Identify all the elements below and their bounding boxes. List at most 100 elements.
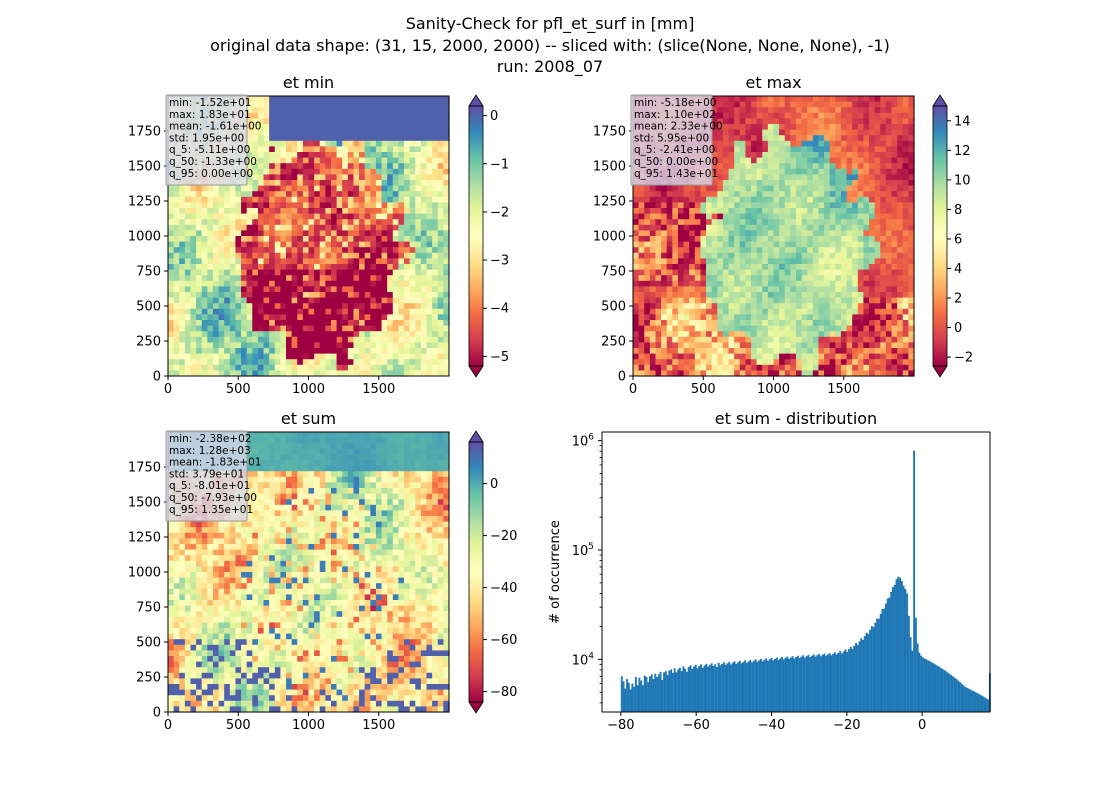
histogram-bar bbox=[712, 665, 715, 712]
histogram-bar bbox=[678, 667, 681, 712]
histogram-bar bbox=[918, 652, 921, 712]
y-tick-label: 750 bbox=[136, 601, 161, 616]
histogram-bar bbox=[902, 585, 905, 712]
figure-title-line-1: Sanity-Check for pfl_et_surf in [mm] bbox=[405, 14, 695, 33]
histogram-bar bbox=[828, 653, 831, 712]
stats-line: min: -2.38e+02 bbox=[169, 433, 251, 445]
y-tick-label: 500 bbox=[136, 636, 161, 651]
histogram-bar bbox=[694, 664, 697, 712]
histogram-bar bbox=[786, 656, 789, 712]
colorbar-tick-label: −3 bbox=[490, 254, 509, 269]
histogram-bar bbox=[751, 662, 754, 712]
histogram-bar bbox=[701, 667, 704, 712]
figure-title-line-2: original data shape: (31, 15, 2000, 2000… bbox=[210, 36, 890, 55]
subplot-title-1: et max bbox=[745, 73, 801, 92]
histogram-bar bbox=[951, 676, 954, 712]
histogram-bar bbox=[826, 654, 829, 712]
histogram-bar bbox=[749, 659, 752, 712]
histogram-bar bbox=[663, 672, 666, 712]
histogram-bar bbox=[814, 656, 817, 712]
histogram-bar bbox=[714, 664, 717, 712]
histogram-bar bbox=[649, 676, 651, 712]
histogram-bar bbox=[777, 659, 780, 712]
histogram-bar bbox=[798, 657, 801, 712]
x-tick-label: 0 bbox=[918, 718, 926, 733]
histogram-bar bbox=[973, 691, 975, 712]
histogram-bar bbox=[930, 662, 933, 712]
histogram-bar bbox=[914, 617, 917, 712]
histogram-bar bbox=[860, 638, 863, 712]
histogram-bar bbox=[647, 682, 650, 712]
stats-line: q_95: 1.43e+01 bbox=[634, 168, 718, 180]
histogram-bar bbox=[851, 648, 854, 712]
histogram-bar bbox=[840, 653, 843, 712]
histogram-bar bbox=[893, 584, 896, 712]
stats-line: min: -5.18e+00 bbox=[634, 97, 716, 109]
histogram-bar bbox=[707, 666, 710, 712]
histogram-bar bbox=[842, 651, 845, 712]
stats-box-bg bbox=[165, 430, 248, 522]
stats-line: mean: -1.61e+00 bbox=[169, 121, 261, 133]
histogram-bar bbox=[657, 674, 660, 712]
histogram-bar bbox=[980, 695, 982, 712]
stats-line: q_5: -8.01e+01 bbox=[169, 480, 250, 492]
colorbar-1: −2 0 2 4 6 8 10 12 14 bbox=[932, 94, 973, 378]
y-tick-label: 1250 bbox=[128, 195, 161, 210]
colorbar-tick-label: −2 bbox=[954, 351, 973, 366]
histogram-bar bbox=[691, 668, 694, 712]
colorbar-tick-label: 4 bbox=[954, 262, 962, 277]
histogram-bar bbox=[622, 681, 625, 712]
y-tick-label: 750 bbox=[136, 265, 161, 280]
stats-line: max: 1.10e+02 bbox=[634, 109, 716, 121]
histogram-bar bbox=[929, 661, 931, 712]
stats-box-bg bbox=[165, 94, 248, 186]
x-tick-label: 1000 bbox=[292, 382, 325, 397]
histogram-bar bbox=[652, 679, 655, 712]
histogram-bar bbox=[684, 668, 687, 712]
histogram-bar bbox=[892, 586, 894, 712]
stats-line: q_5: -5.11e+00 bbox=[169, 144, 250, 156]
histogram-bar bbox=[634, 676, 637, 712]
histogram-bar bbox=[768, 659, 771, 712]
y-axis-label: # of occurrence bbox=[548, 520, 563, 624]
histogram-bar bbox=[659, 671, 662, 712]
x-tick-label: 1000 bbox=[292, 718, 325, 733]
histogram-bar bbox=[812, 654, 815, 712]
x-tick-label: 500 bbox=[226, 382, 251, 397]
colorbar-extend-min bbox=[468, 365, 484, 378]
histogram-bar bbox=[904, 588, 907, 712]
histogram-bar bbox=[742, 661, 745, 712]
histogram-bar bbox=[890, 592, 893, 712]
histogram-bar bbox=[927, 660, 930, 712]
y-tick-label: 104 bbox=[572, 651, 595, 668]
histogram-bar bbox=[966, 687, 968, 712]
histogram-bar bbox=[958, 682, 961, 712]
colorbar-tick-label: 14 bbox=[954, 114, 971, 129]
histogram-bar bbox=[877, 618, 880, 712]
histogram-bar bbox=[911, 650, 914, 712]
histogram-bar bbox=[730, 664, 732, 712]
histogram-bar bbox=[823, 653, 826, 712]
colorbar-gradient bbox=[469, 106, 483, 366]
colorbar-tick-label: −20 bbox=[490, 529, 517, 544]
heatmap-pixels-2 bbox=[168, 432, 450, 713]
stats-line: q_50: -1.33e+00 bbox=[169, 156, 257, 168]
colorbar-extend-max bbox=[932, 94, 948, 107]
histogram-bar bbox=[885, 603, 887, 712]
histogram-bar bbox=[853, 645, 856, 712]
histogram-bar bbox=[819, 656, 822, 712]
histogram-bar bbox=[756, 661, 759, 712]
histogram-bar bbox=[763, 659, 766, 712]
panel-et-max: et max 0 500 1000 1500 0 250 500 750 1000 1250 1500… bbox=[593, 73, 973, 397]
histogram-bar bbox=[939, 667, 942, 712]
histogram-bar bbox=[895, 579, 898, 712]
colorbar-tick-label: −2 bbox=[490, 205, 509, 220]
histogram-bar bbox=[726, 663, 729, 712]
histogram-bar bbox=[948, 673, 951, 712]
histogram-bar bbox=[848, 649, 850, 712]
histogram-bar bbox=[937, 666, 940, 712]
histogram-bar bbox=[925, 659, 928, 712]
stats-line: std: 3.79e+01 bbox=[169, 468, 244, 480]
histogram-bar bbox=[650, 674, 653, 712]
